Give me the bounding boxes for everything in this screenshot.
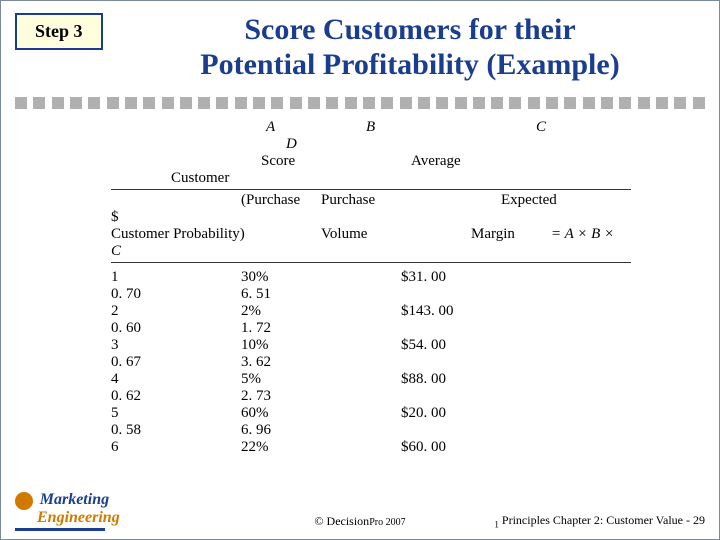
volume: Volume [321, 226, 471, 243]
table-row: 622%$60. 00 [111, 439, 689, 456]
cell-volume: 30% [241, 269, 401, 286]
gear-icon [15, 492, 33, 510]
cell-score: 1 [111, 269, 241, 286]
header-row-d: D [111, 136, 689, 153]
footer-text: Principles Chapter 2: Customer Value - 2… [502, 513, 705, 527]
title-line2: Potential Profitability (Example) [121, 48, 699, 83]
table-row: 310%$54. 00 [111, 337, 689, 354]
col-b: B [366, 119, 536, 136]
copyright-a: © Decision [314, 514, 369, 528]
footer-extra: 1 [494, 519, 499, 529]
formula: = A × B × [551, 226, 614, 243]
table-row: 45%$88. 00 [111, 371, 689, 388]
step-badge: Step 3 [15, 13, 103, 50]
margin: Margin [471, 226, 551, 243]
header-row-score: Score Average [111, 153, 689, 170]
col-d: D [286, 136, 297, 153]
cell-volume: 60% [241, 405, 401, 422]
logo-engineering: Engineering [37, 509, 120, 526]
footer-right: 1 Principles Chapter 2: Customer Value -… [494, 513, 705, 529]
cell-score: 0. 62 [111, 388, 241, 405]
cell-margin [401, 422, 551, 439]
table-row: 22%$143. 00 [111, 303, 689, 320]
step-text: Step 3 [35, 21, 83, 41]
cell-margin [401, 286, 551, 303]
cell-score: 3 [111, 337, 241, 354]
logo-bar [15, 528, 105, 531]
cell-score: 2 [111, 303, 241, 320]
dollar: $ [111, 209, 119, 226]
header-row-dollar: $ [111, 209, 689, 226]
cell-margin [401, 388, 551, 405]
hr-1 [111, 189, 631, 190]
header-row-cital: C [111, 243, 689, 260]
cust-prob: Customer Probability) [111, 226, 321, 243]
header-row-purchase: (Purchase Purchase Expected [111, 192, 689, 209]
purchase2: Purchase [321, 192, 501, 209]
cell-margin [401, 320, 551, 337]
cell-score: 0. 67 [111, 354, 241, 371]
cell-margin: $143. 00 [401, 303, 551, 320]
cell-volume: 3. 62 [241, 354, 401, 371]
col-c: C [536, 119, 546, 136]
header-row-abc: A B C [266, 119, 689, 136]
cell-volume: 5% [241, 371, 401, 388]
table-row: 0. 601. 72 [111, 320, 689, 337]
purchase1: (Purchase [241, 192, 321, 209]
copyright-b: Pro 2007 [369, 517, 405, 528]
content-area: A B C D Score Average Customer (Purchase… [111, 119, 689, 456]
cell-margin: $31. 00 [401, 269, 551, 286]
col-a: A [266, 119, 366, 136]
expected: Expected [501, 192, 557, 209]
cell-score: 6 [111, 439, 241, 456]
cell-volume: 2. 73 [241, 388, 401, 405]
cell-volume: 1. 72 [241, 320, 401, 337]
table-row: 0. 586. 96 [111, 422, 689, 439]
table-row: 0. 622. 73 [111, 388, 689, 405]
cell-score: 0. 60 [111, 320, 241, 337]
footer-center: © DecisionPro 2007 [314, 514, 405, 529]
page-title: Score Customers for their Potential Prof… [121, 13, 699, 82]
cell-margin [401, 354, 551, 371]
average-label: Average [411, 153, 461, 170]
cell-volume: 22% [241, 439, 401, 456]
cell-margin: $60. 00 [401, 439, 551, 456]
title-line1: Score Customers for their [121, 13, 699, 48]
cell-volume: 6. 96 [241, 422, 401, 439]
cell-margin: $88. 00 [401, 371, 551, 388]
logo-marketing: Marketing [40, 491, 109, 508]
table-row: 0. 706. 51 [111, 286, 689, 303]
cell-score: 0. 70 [111, 286, 241, 303]
table-row: 130%$31. 00 [111, 269, 689, 286]
cell-margin: $54. 00 [401, 337, 551, 354]
header-row-customer: Customer [111, 170, 689, 187]
cell-score: 4 [111, 371, 241, 388]
cell-score: 0. 58 [111, 422, 241, 439]
cell-volume: 10% [241, 337, 401, 354]
cell-margin: $20. 00 [401, 405, 551, 422]
dotted-divider [15, 97, 705, 109]
c-ital: C [111, 243, 121, 260]
table-row: 560%$20. 00 [111, 405, 689, 422]
table-row: 0. 673. 62 [111, 354, 689, 371]
score-label: Score [261, 153, 411, 170]
cell-volume: 2% [241, 303, 401, 320]
customer-label: Customer [171, 170, 229, 187]
cell-score: 5 [111, 405, 241, 422]
data-table: 130%$31. 000. 706. 5122%$143. 000. 601. … [111, 269, 689, 456]
hr-2 [111, 262, 631, 263]
cell-volume: 6. 51 [241, 286, 401, 303]
header-row-custprob: Customer Probability) Volume Margin = A … [111, 226, 689, 243]
logo: Marketing Engineering [15, 492, 120, 531]
